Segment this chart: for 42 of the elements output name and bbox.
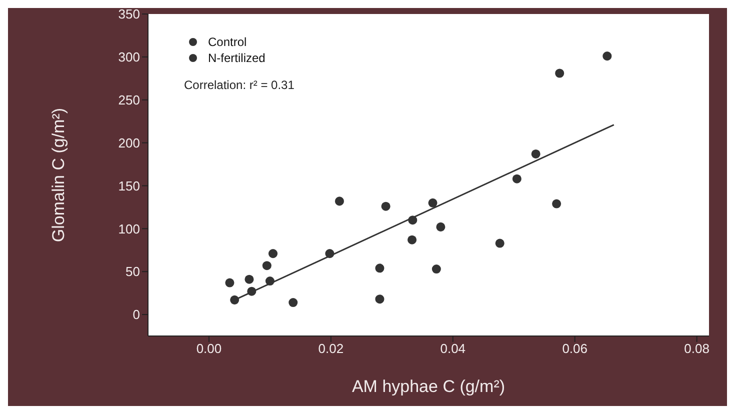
x-tick-label: 0.02 bbox=[318, 341, 344, 356]
y-tick-label: 50 bbox=[126, 264, 140, 280]
point bbox=[552, 199, 562, 208]
x-tick-label: 0.00 bbox=[196, 341, 222, 356]
point bbox=[512, 174, 522, 184]
point bbox=[265, 276, 274, 286]
point bbox=[436, 222, 446, 232]
legend-label: Control bbox=[208, 34, 247, 50]
point bbox=[244, 274, 254, 284]
point bbox=[375, 294, 384, 304]
point bbox=[408, 235, 417, 244]
point bbox=[268, 249, 278, 258]
point bbox=[288, 298, 298, 308]
y-tick-label: 100 bbox=[118, 221, 140, 236]
point bbox=[325, 249, 334, 258]
point bbox=[602, 52, 612, 61]
x-tick-label: 0.08 bbox=[684, 341, 710, 356]
point bbox=[334, 196, 344, 206]
point bbox=[531, 149, 540, 158]
point bbox=[432, 264, 441, 274]
point bbox=[495, 238, 504, 248]
y-tick-label: 0 bbox=[132, 307, 140, 322]
annotation: Correlation: r² = 0.31 bbox=[184, 78, 294, 92]
point bbox=[230, 295, 240, 304]
point bbox=[555, 68, 564, 78]
point bbox=[428, 198, 438, 208]
x-axis-title: AM hyphae C (g/m²) bbox=[352, 377, 506, 396]
y-tick-label: 350 bbox=[118, 6, 140, 22]
y-tick-label: 200 bbox=[118, 135, 140, 150]
point bbox=[408, 216, 418, 225]
point bbox=[375, 264, 384, 273]
point bbox=[381, 202, 390, 211]
y-tick-label: 150 bbox=[118, 178, 140, 194]
x-tick-label: 0.06 bbox=[562, 341, 588, 356]
point bbox=[225, 278, 234, 288]
y-tick-label: 300 bbox=[118, 50, 140, 65]
x-tick-label: 0.04 bbox=[440, 341, 466, 356]
legend-label: N-fertilized bbox=[208, 50, 266, 66]
y-axis-title: Glomalin C (g/m²) bbox=[49, 108, 68, 242]
y-tick-label: 250 bbox=[118, 92, 140, 108]
point bbox=[247, 286, 256, 296]
point bbox=[262, 261, 272, 270]
